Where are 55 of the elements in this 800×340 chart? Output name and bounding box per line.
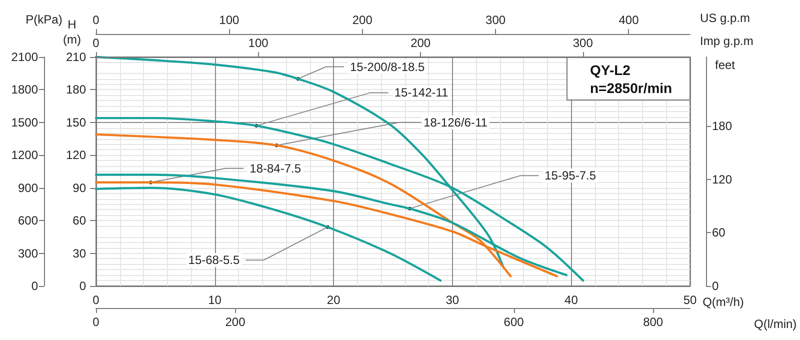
x2-tick-label: 100 [219, 13, 240, 27]
x-axis-title: Imp g.p.m [700, 34, 754, 48]
y-axis-title: H (m) [63, 18, 81, 46]
x2-tick-label: 800 [643, 315, 664, 329]
y3-tick-label: 120 [712, 172, 732, 186]
x-tick-label: 0 [92, 293, 100, 307]
y3-tick-label: 0 [712, 279, 719, 293]
y-tick-label: 0 [79, 279, 86, 293]
x-axis-title: Q(m³/h) [702, 295, 744, 309]
text: n=2850r/min [590, 80, 672, 96]
annotation: 18-126/6-11 [424, 115, 488, 130]
y-tick-label: 90 [72, 180, 86, 195]
y-tick-label: 60 [72, 214, 86, 228]
x2-tick-label: 200 [225, 315, 246, 329]
y-tick-label: 120 [66, 148, 86, 162]
y-tick-label: 210 [66, 50, 86, 64]
annotation: 15-95-7.5 [544, 168, 596, 183]
y2-tick-label: 0 [31, 279, 38, 293]
annotation: 15-142-11 [394, 86, 449, 100]
x2-axis-title: Q(l/min) [754, 317, 797, 331]
y2-tick-label: 900 [18, 180, 38, 195]
y2-tick-label: 2100 [11, 50, 38, 64]
y2-tick-label: 1200 [11, 148, 38, 162]
y2-tick-label: 600 [18, 214, 38, 228]
x-tick-label: 200 [410, 36, 431, 50]
x2-tick-label: 0 [92, 315, 100, 329]
x-tick-label: 30 [446, 293, 460, 307]
line-series [94, 186, 442, 282]
y-tick-label: 180 [66, 82, 86, 97]
y2-tick-label: 1800 [11, 82, 38, 97]
annotation: 18-84-7.5 [250, 161, 302, 176]
x-tick-label: 0 [92, 36, 100, 50]
y-tick-label: 150 [66, 115, 86, 130]
y2-axis-title: P(kPa) [26, 12, 62, 26]
y3-tick-label: 180 [712, 119, 732, 134]
x2-tick-label: 300 [486, 13, 506, 27]
chart-title: QY-L2 [590, 62, 631, 78]
x-tick-label: 10 [208, 293, 222, 307]
x2-tick-label: 200 [352, 13, 373, 27]
y3-axis-title: feet [714, 58, 736, 72]
x2-tick-label: 400 [618, 13, 640, 27]
x-tick-label: 40 [564, 293, 578, 307]
annotation: 15-68-5.5 [188, 253, 240, 268]
annotation: 15-200/8-18.5 [350, 60, 426, 74]
x-tick-label: 100 [248, 36, 269, 50]
x-tick-label: 50 [683, 293, 697, 307]
x2-tick-label: 0 [92, 13, 100, 27]
x2-tick-label: 600 [504, 315, 524, 329]
y-tick-label: 30 [72, 246, 86, 260]
y3-tick-label: 60 [712, 226, 726, 240]
y2-tick-label: 300 [18, 246, 38, 260]
y2-tick-label: 1500 [11, 115, 38, 130]
x-tick-label: 300 [572, 36, 594, 50]
x-tick-label: 20 [326, 293, 341, 307]
x2-axis-title: US g.p.m [700, 11, 750, 25]
